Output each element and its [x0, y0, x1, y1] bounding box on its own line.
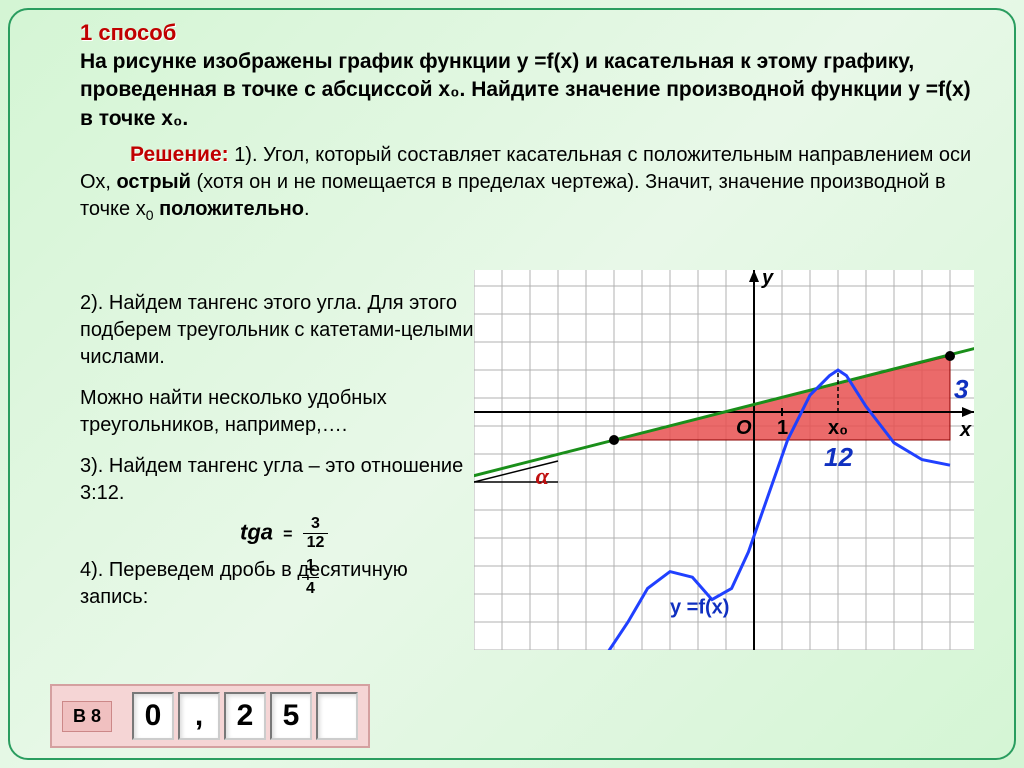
svg-text:у: у: [761, 270, 774, 289]
answer-cell-2: 2: [224, 692, 266, 740]
svg-text:О: О: [736, 417, 752, 439]
answer-box: В 8 0 , 2 5: [50, 684, 370, 748]
answer-label: В 8: [62, 701, 112, 732]
frac2-num: 1: [302, 555, 319, 578]
answer-cell-0: 0: [132, 692, 174, 740]
svg-text:1: 1: [777, 417, 788, 439]
step1-sub: 0: [146, 207, 154, 223]
problem-statement: На рисунке изображены график функции у =…: [80, 48, 974, 133]
answer-cell-4: [316, 692, 358, 740]
step4-text: 4). Переведем дробь в десятичную запись:: [80, 559, 408, 608]
frac1-den: 12: [303, 534, 329, 552]
svg-text:х: х: [959, 419, 972, 441]
answer-cell-1: ,: [178, 692, 220, 740]
svg-text:α: α: [536, 464, 550, 490]
step1-text-d: .: [304, 198, 310, 220]
step-2: 2). Найдем тангенс этого угла. Для этого…: [80, 290, 480, 371]
svg-text:3: 3: [954, 374, 969, 404]
answer-cell-3: 5: [270, 692, 312, 740]
formula-tga: tga = 3 12: [240, 515, 328, 552]
step1-bold-1: острый: [116, 171, 190, 193]
step-3: 3). Найдем тангенс угла – это отношение …: [80, 453, 480, 507]
svg-text:12: 12: [824, 442, 853, 472]
answer-cells: 0 , 2 5: [132, 692, 358, 740]
left-column: 2). Найдем тангенс этого угла. Для этого…: [80, 290, 480, 625]
chart: у х О 1 x₀ 12 3 α y =f(x): [474, 270, 974, 650]
formula-lhs: tga: [240, 519, 273, 544]
fraction-1: 3 12: [303, 515, 329, 552]
frac2-den: 4: [302, 578, 319, 600]
solution-label: Решение:: [130, 143, 229, 166]
step-4: 4). Переведем дробь в десятичную запись:…: [80, 557, 480, 611]
fraction-2: 1 4: [302, 555, 319, 599]
step-2b: Можно найти несколько удобных треугольни…: [80, 385, 480, 439]
frac1-num: 3: [303, 515, 329, 534]
formula-eq: =: [283, 526, 292, 543]
step1-bold-2: положительно: [159, 198, 304, 220]
method-title: 1 способ: [80, 20, 994, 46]
step-1: Решение: 1). Угол, который составляет ка…: [80, 141, 974, 225]
content-area: 1 способ На рисунке изображены график фу…: [30, 20, 994, 748]
svg-text:x₀: x₀: [828, 417, 848, 439]
svg-text:y =f(x): y =f(x): [670, 597, 729, 619]
